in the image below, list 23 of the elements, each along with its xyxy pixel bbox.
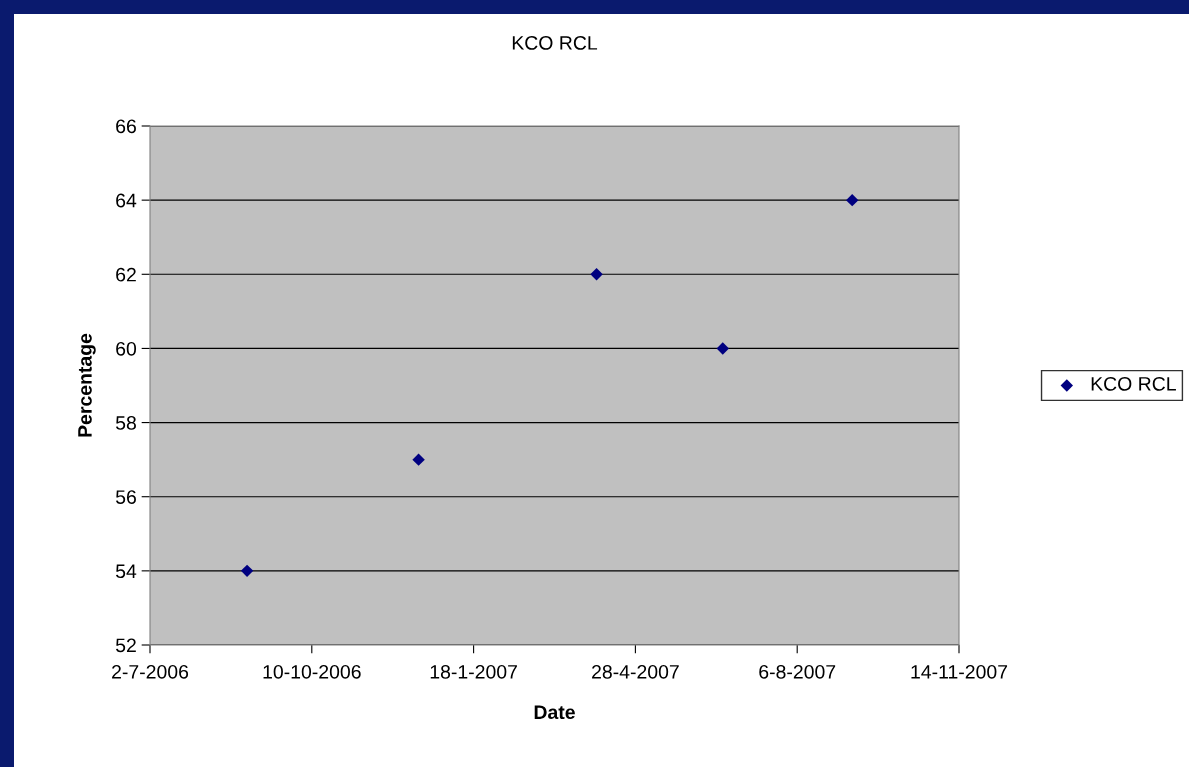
x-tick-label: 18-1-2007	[430, 664, 517, 679]
x-axis-title: Date	[534, 705, 575, 720]
x-tick-label: 2-7-2006	[112, 664, 189, 679]
point	[716, 342, 729, 355]
y-tick-label: 60	[116, 341, 137, 356]
y-tick-label: 54	[115, 564, 137, 579]
point	[240, 564, 254, 578]
chart-title: KCO RCL	[512, 36, 598, 50]
y-tick-label: 58	[115, 416, 136, 430]
y-tick-label: 56	[115, 490, 136, 504]
point	[412, 453, 425, 466]
y-tick-label: 64	[116, 193, 137, 208]
x-tick-label: 6-8-2007	[759, 664, 836, 679]
legend-label: KCO RCL	[1091, 376, 1176, 391]
point	[590, 268, 603, 281]
y-tick-label: 62	[116, 267, 136, 282]
y-tick-label: 52	[115, 638, 136, 653]
point	[846, 193, 859, 207]
x-tick-label: 10-10-2006	[263, 664, 361, 679]
x-tick-label: 14-11-2007	[911, 664, 1008, 679]
y-tick-label: 66	[116, 119, 136, 134]
x-tick-label: 28-4-2007	[592, 664, 679, 679]
y-axis-title: Percentage	[78, 333, 96, 437]
